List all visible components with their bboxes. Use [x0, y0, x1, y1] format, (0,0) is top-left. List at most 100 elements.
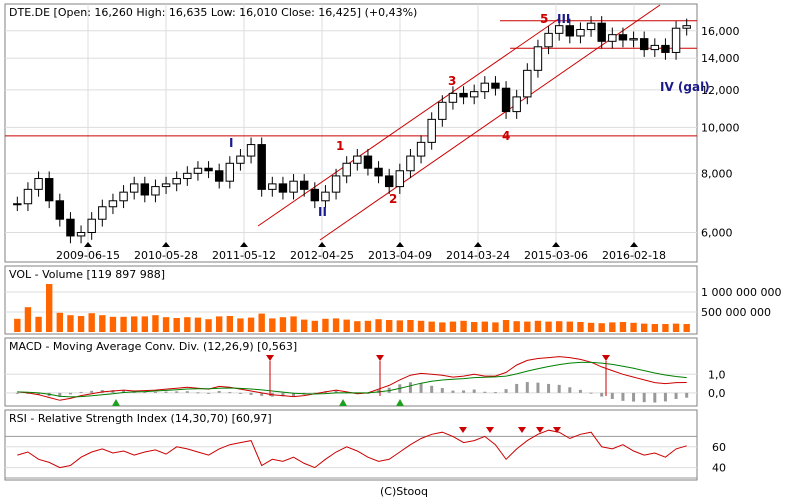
- volume-bar: [311, 320, 318, 332]
- macd-signal-markers: [112, 355, 610, 406]
- volume-bar: [556, 321, 563, 332]
- macd-histogram-bar: [164, 391, 168, 393]
- volume-bar: [354, 321, 361, 332]
- candle-body: [501, 87, 511, 113]
- volume-bar: [672, 323, 680, 332]
- macd-histogram-bar: [515, 383, 519, 393]
- candle-body: [576, 28, 585, 37]
- signal-triangle: [84, 242, 92, 247]
- buy-marker: [339, 399, 347, 406]
- macd-histogram-bar: [578, 389, 582, 393]
- channel-upper: [257, 17, 561, 227]
- macd-histogram-bar: [408, 382, 412, 393]
- volume-bar: [460, 320, 467, 332]
- overbought-marker: [459, 427, 467, 433]
- volume-bar: [269, 318, 276, 332]
- sell-marker: [376, 355, 384, 361]
- rsi-series-line: [17, 429, 687, 469]
- volume-bar: [99, 315, 106, 332]
- macd-histogram-bar: [122, 390, 126, 393]
- candle-body: [523, 69, 532, 98]
- candle-body: [554, 25, 564, 34]
- macd-histogram-bar: [37, 392, 41, 395]
- candle-body: [129, 183, 139, 193]
- candle-body: [661, 44, 670, 53]
- volume-bar: [279, 317, 287, 332]
- volume-bar: [587, 322, 595, 332]
- candle-body: [13, 203, 22, 206]
- volume-bar: [56, 312, 63, 332]
- macd-histogram-bar: [196, 392, 200, 394]
- candle-body: [353, 155, 362, 164]
- rsi-line: [17, 429, 687, 469]
- volume-bar: [247, 317, 255, 332]
- candle-body: [639, 38, 649, 51]
- volume-bar: [141, 316, 148, 332]
- candle-body: [384, 175, 394, 188]
- volume-bar: [492, 322, 499, 332]
- candle-body: [395, 170, 405, 188]
- candle-body: [565, 25, 575, 37]
- volume-bar: [386, 320, 393, 332]
- candle-body: [491, 82, 500, 89]
- volume-bar: [322, 318, 329, 332]
- channel-lower: [319, 4, 661, 241]
- candle-body: [342, 162, 351, 177]
- volume-bar: [566, 321, 573, 332]
- candle-body: [151, 186, 160, 196]
- candle-body: [55, 200, 65, 220]
- candle-body: [438, 101, 447, 120]
- signal-triangle: [162, 242, 170, 247]
- price-x-tick-label: 2016-02-18: [602, 249, 666, 262]
- volume-bar: [216, 316, 223, 332]
- candle-body: [671, 27, 681, 53]
- macd-histogram-bar: [281, 392, 285, 397]
- candle-body: [608, 34, 617, 42]
- candle-body: [544, 32, 553, 48]
- macd-histogram-bar: [153, 391, 157, 393]
- price-tick-label: 16,000: [701, 25, 740, 38]
- candle-body: [172, 178, 181, 185]
- volume-tick-label: 500 000 000: [701, 306, 771, 319]
- volume-bar: [651, 324, 658, 332]
- candle-body: [98, 206, 107, 220]
- candle-body: [310, 188, 320, 202]
- rsi-tick-label: 40: [712, 462, 726, 475]
- candle-body: [289, 180, 298, 193]
- macd-histogram-bar: [483, 391, 487, 393]
- macd-histogram-bar: [557, 384, 561, 393]
- price-tick-label: 6,000: [701, 226, 733, 239]
- volume-bar: [226, 316, 233, 332]
- candle-body: [268, 183, 277, 190]
- price-panel: [4, 3, 698, 263]
- candle-body: [246, 144, 256, 157]
- wave-label-III: III: [557, 12, 570, 26]
- candle-body: [257, 144, 266, 190]
- wave-label-I: I: [229, 136, 233, 150]
- macd-histogram-bar: [175, 391, 179, 393]
- overbought-marker: [486, 427, 494, 433]
- macd-histogram-bar: [15, 392, 19, 394]
- candle-body: [76, 231, 86, 237]
- volume-bar: [449, 321, 457, 332]
- volume-bar: [396, 320, 403, 332]
- macd-tick-label: 1,0: [708, 368, 726, 381]
- candle-body: [597, 22, 606, 42]
- candle-body: [650, 44, 660, 51]
- candle-body: [533, 46, 543, 71]
- macd-histogram-bar: [589, 392, 593, 394]
- volume-bar: [439, 322, 446, 332]
- volume-bar: [332, 318, 340, 332]
- candle-body: [44, 178, 54, 202]
- rsi-grid: [5, 435, 697, 479]
- macd-histogram-bar: [493, 392, 497, 394]
- macd-histogram-bar: [440, 388, 444, 393]
- macd-lines: [17, 356, 687, 401]
- candle-body: [225, 162, 235, 182]
- volume-bar: [375, 319, 382, 332]
- volume-bar: [258, 313, 265, 332]
- price-x-tick-label: 2015-03-06: [524, 249, 588, 262]
- macd-histogram-bar: [334, 390, 338, 393]
- candle-body: [299, 180, 309, 190]
